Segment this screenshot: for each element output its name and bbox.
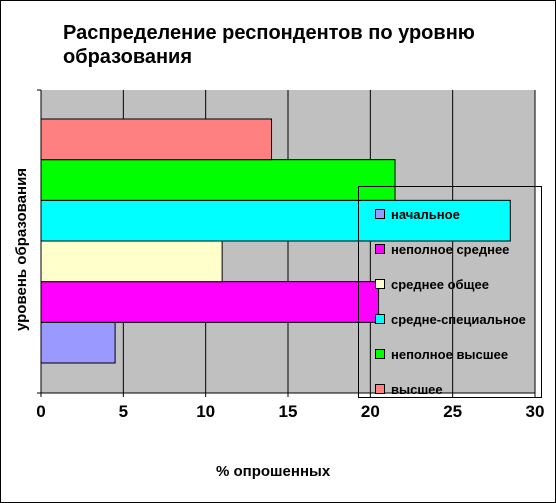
legend-item: средне-специальное	[375, 311, 526, 327]
legend-swatch	[375, 209, 385, 219]
legend-label: неполное высшее	[391, 346, 509, 362]
legend-item: неполное среднее	[375, 241, 509, 257]
legend-item: высшее	[375, 381, 443, 397]
bar-5	[40, 159, 396, 201]
chart-title: Распределение респондентов по уровню обр…	[63, 22, 475, 68]
x-tick-label: 15	[279, 402, 298, 421]
legend-swatch	[375, 349, 385, 359]
legend-swatch	[375, 384, 385, 394]
legend-label: неполное среднее	[391, 241, 510, 257]
x-tick-label: 30	[526, 402, 545, 421]
legend-item: начальное	[375, 206, 460, 222]
x-tick-label: 25	[443, 402, 462, 421]
legend-label: высшее	[391, 381, 443, 397]
legend-item: неполное высшее	[375, 346, 508, 362]
x-tick-label: 20	[361, 402, 380, 421]
y-axis-label: уровень образования	[13, 167, 30, 331]
bar-2	[40, 281, 380, 323]
x-tick-label: 0	[36, 402, 45, 421]
legend-swatch	[375, 279, 385, 289]
bar-6	[40, 118, 273, 161]
legend-label: средне-специальное	[391, 311, 526, 327]
x-tick-label: 10	[196, 402, 215, 421]
bar-3	[40, 240, 223, 283]
bar-1	[40, 321, 116, 364]
legend-item: среднее общее	[375, 276, 489, 292]
x-tick-label: 5	[119, 402, 128, 421]
legend-swatch	[375, 244, 385, 254]
legend-swatch	[375, 314, 385, 324]
bar-4	[40, 199, 511, 242]
legend-label: начальное	[391, 206, 460, 222]
legend-label: среднее общее	[391, 276, 489, 292]
x-axis-label: % опрошенных	[216, 463, 331, 480]
chart-legend: начальное неполное среднее среднее общее ср…	[358, 186, 542, 398]
